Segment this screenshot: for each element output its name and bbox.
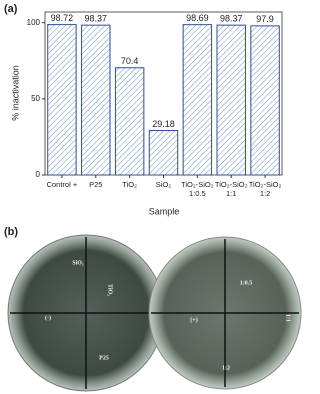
bar [148,130,179,176]
figure: (a) (b) % inactivation Sample 0 50 100 98.7… [4,2,302,392]
bar [182,24,213,176]
y-tick-label: 0 [36,170,41,179]
bar [114,67,145,176]
dish-label: TiO₂ [107,284,113,296]
bar [250,25,280,176]
y-tick-label: 50 [31,94,40,103]
x-tick-label: TiO₂ [122,180,137,189]
dish-label: (+) [190,316,197,323]
panel-label: (b) [4,226,18,238]
value-label: 98.37 [85,14,108,24]
x-tick-label: P25 [89,180,102,189]
y-axis-title: % inactivation [10,65,20,121]
value-label: 70.4 [121,56,139,66]
bar [47,24,77,176]
x-tick-label: SiO₂ [156,180,172,189]
value-label: 97.9 [256,14,274,24]
value-label: 29.18 [152,119,175,129]
x-tick-label: TiO₂-SiO₂ 1:2 [249,180,282,198]
dish-label: 1:1 [285,314,291,322]
dish-label: 1:0.5 [240,280,253,286]
x-tick-label: Control + [47,180,78,189]
bar [216,24,246,176]
x-tick-label: TiO₂-SiO₂ 1:1 [215,180,248,198]
bar [81,24,111,176]
value-label: 98.69 [186,13,209,23]
value-label: 98.72 [51,13,74,23]
dish-label: P25 [99,355,109,361]
y-tick-label: 100 [27,18,41,27]
dish-label: (-) [45,314,51,321]
dish-label: SiO₂ [72,260,84,266]
value-label: 98.37 [220,14,243,24]
x-axis-title: Sample [149,206,180,216]
x-tick-label: TiO₂-SiO₂ 1:0.5 [181,180,214,198]
dish-label: 1:2 [222,365,230,371]
panel-label: (a) [4,3,18,15]
